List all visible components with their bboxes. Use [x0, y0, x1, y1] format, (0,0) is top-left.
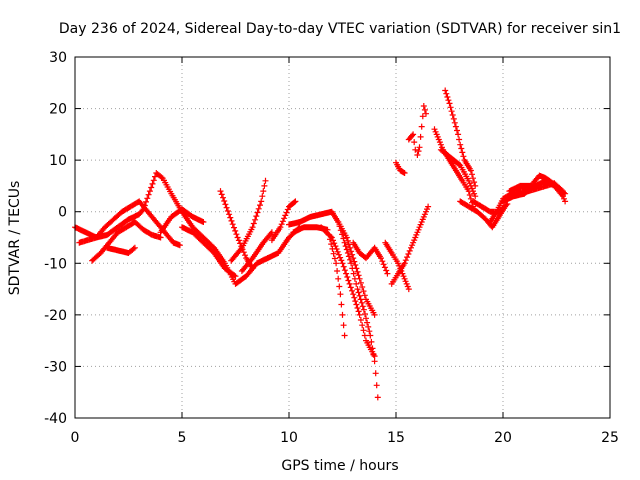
data-point-markers — [179, 224, 239, 280]
data-point-markers — [238, 229, 275, 274]
series-arc-15 — [335, 219, 378, 318]
series-arc-17 — [382, 239, 412, 293]
y-tick-label: -30 — [44, 359, 67, 375]
data-point-markers — [268, 198, 299, 244]
data-point-markers — [228, 177, 269, 264]
data-point-markers — [382, 239, 412, 293]
data-point-markers — [506, 172, 569, 197]
series-arc-25 — [457, 198, 509, 231]
y-tick-label: 0 — [58, 205, 67, 221]
x-tick-label: 25 — [601, 430, 619, 446]
data-point-markers — [393, 159, 408, 176]
series-arc-04 — [104, 244, 138, 256]
data-point-markers — [457, 198, 509, 231]
data-point-markers — [104, 244, 138, 256]
data-point-markers — [442, 87, 479, 189]
data-point-markers — [290, 224, 348, 339]
y-tick-label: 10 — [49, 153, 67, 169]
series-arc-23 — [442, 87, 479, 189]
x-tick-label: 10 — [280, 430, 298, 446]
plot-frame — [74, 56, 611, 419]
series-arc-11 — [268, 198, 299, 244]
x-tick-label: 15 — [387, 430, 405, 446]
data-point-markers — [350, 239, 391, 277]
y-tick-label: 20 — [49, 102, 67, 118]
series-arc-12 — [290, 224, 348, 339]
data-point-markers — [335, 219, 378, 318]
x-tick-label: 0 — [71, 430, 80, 446]
series-arc-16 — [350, 239, 391, 277]
data-point-markers — [437, 146, 479, 200]
series-arc-14 — [318, 224, 378, 360]
axis-ticks: 0 5 10 15 20 25 -40 -30 -20 -10 0 10 20 30 — [44, 50, 619, 446]
x-tick-label: 20 — [494, 430, 512, 446]
data-point-markers — [89, 219, 164, 264]
series-arc-19 — [393, 159, 408, 176]
x-axis-label: GPS time / hours — [281, 458, 398, 474]
data-point-markers — [388, 203, 432, 287]
series-arc-24 — [437, 146, 479, 200]
series-arc-20 — [405, 131, 419, 153]
y-tick-label: 30 — [49, 50, 67, 66]
series-arc-06 — [179, 224, 239, 280]
y-tick-label: -10 — [44, 256, 67, 272]
data-point-markers — [405, 131, 419, 153]
series-arc-09 — [238, 229, 275, 274]
series-arc-18 — [388, 203, 432, 287]
chart-title: Day 236 of 2024, Sidereal Day-to-day VTE… — [59, 21, 621, 37]
series-arc-05 — [157, 206, 207, 236]
data-point-markers — [414, 103, 429, 158]
x-tick-label: 5 — [178, 430, 187, 446]
data-point-markers — [157, 206, 207, 236]
series-arc-03 — [89, 219, 164, 264]
series-arc-29 — [506, 172, 569, 197]
series-arc-21 — [414, 103, 429, 158]
series-arc-08 — [228, 177, 269, 264]
data-series — [72, 87, 569, 401]
y-tick-label: -20 — [44, 308, 67, 324]
data-point-markers — [318, 224, 378, 360]
y-axis-label: SDTVAR / TECUs — [7, 181, 23, 296]
y-tick-label: -40 — [44, 411, 67, 427]
data-point-markers — [76, 198, 183, 249]
grid — [75, 57, 610, 418]
series-arc-02 — [76, 198, 183, 249]
